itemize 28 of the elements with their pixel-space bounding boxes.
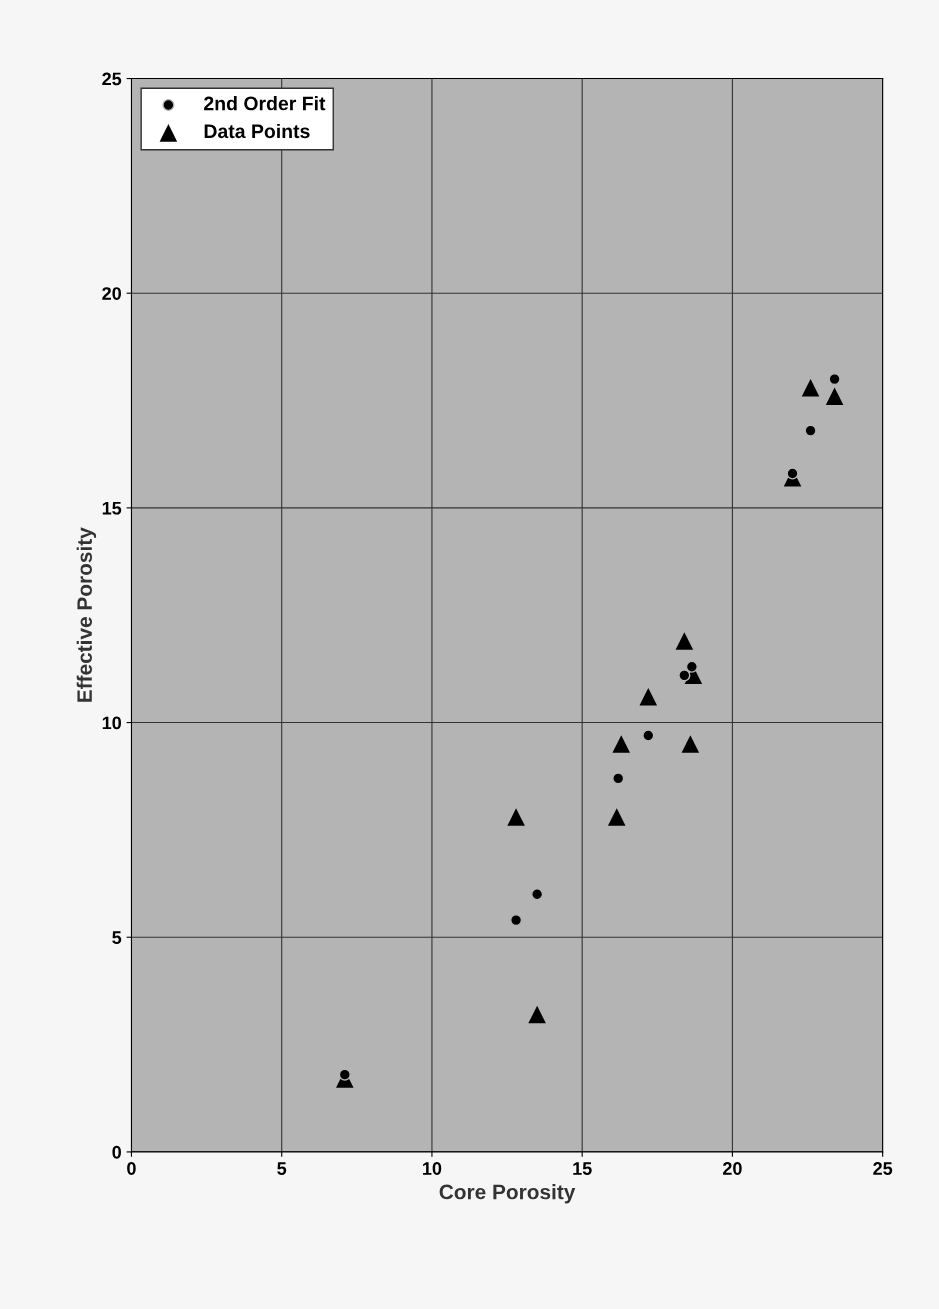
point [528, 1005, 546, 1024]
x-tick-label: 5 [277, 1162, 287, 1175]
y-tick-label: 5 [112, 931, 122, 944]
legend-label: 2nd Order Fit [204, 96, 326, 111]
point [612, 735, 631, 753]
x-axis-title: Core Porosity [439, 1184, 576, 1204]
y-tick-label: 20 [102, 287, 121, 300]
y-tick-label: 10 [102, 716, 121, 730]
point [678, 669, 691, 682]
x-tick-label: 15 [573, 1162, 592, 1175]
point [786, 467, 799, 480]
x-tick-label: 25 [873, 1162, 893, 1175]
y-tick-label: 0 [112, 1145, 121, 1159]
point [825, 387, 844, 406]
point [801, 378, 820, 397]
y-tick-label: 25 [102, 72, 122, 86]
x-tick-label: 0 [127, 1162, 136, 1175]
point [507, 808, 525, 826]
point [639, 688, 658, 706]
legend-label: Data Points [204, 123, 310, 139]
x-tick-label: 20 [723, 1162, 742, 1175]
y-axis-title: Effective Porosity [76, 527, 97, 702]
y-tick-label: 15 [102, 502, 122, 515]
point [681, 735, 700, 753]
x-tick-label: 10 [423, 1162, 442, 1175]
point [607, 808, 626, 826]
point [510, 913, 523, 927]
point [675, 632, 694, 650]
